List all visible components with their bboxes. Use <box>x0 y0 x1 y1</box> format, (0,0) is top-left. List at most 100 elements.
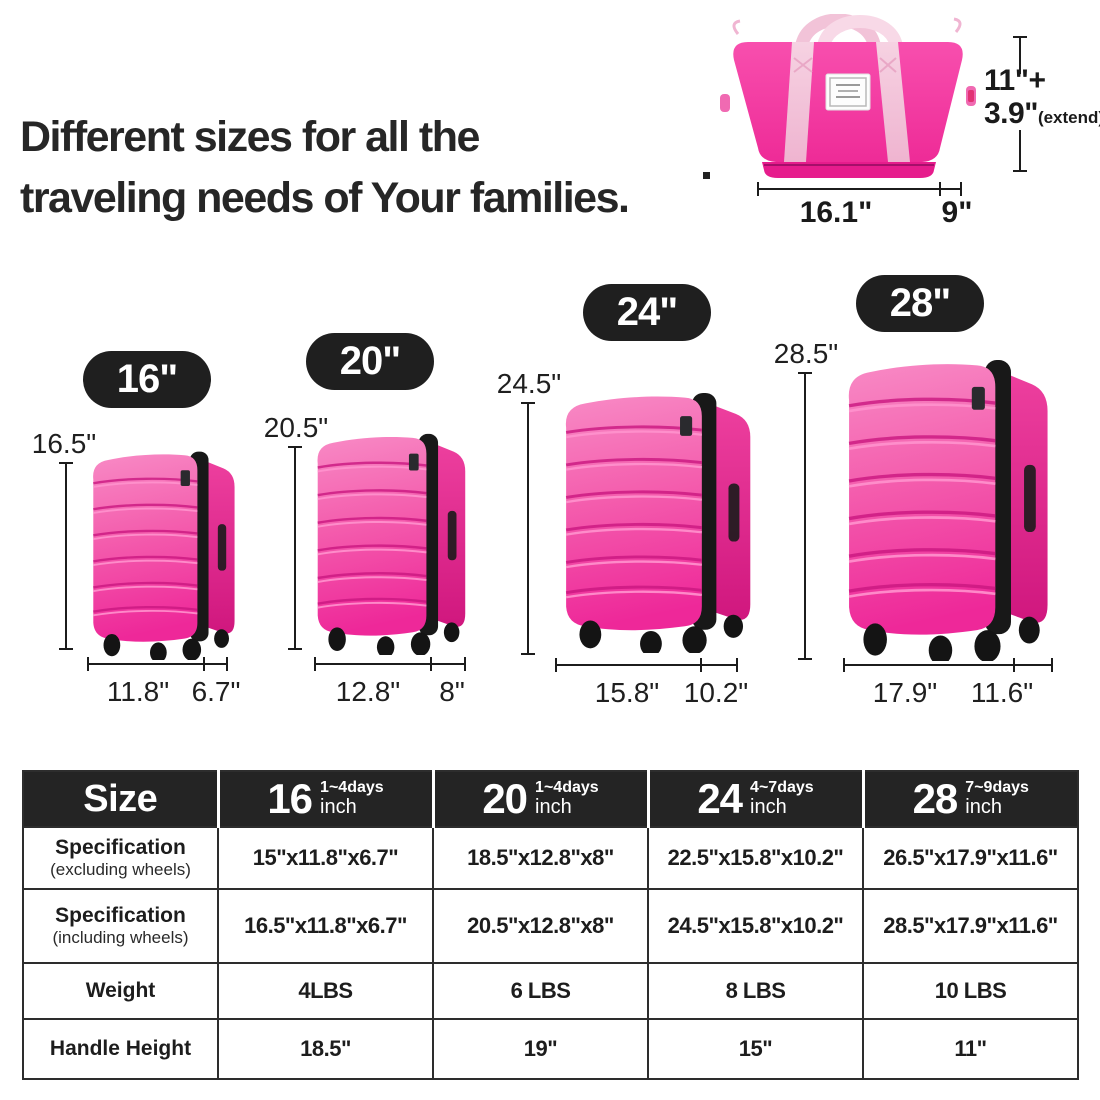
size-badge-20-label: 20" <box>339 339 401 383</box>
table-header-28: 28 7~9days inch <box>861 770 1079 828</box>
row-label-spec-including: Specification (including wheels) <box>22 888 219 964</box>
size-badge-16-label: 16" <box>116 357 178 401</box>
width-dimension-line-16 <box>87 657 228 671</box>
width-dimension-line-28 <box>843 658 1053 672</box>
page-title: Different sizes for all the traveling ne… <box>20 107 760 229</box>
table-header-size: Size <box>22 770 219 828</box>
bag-height-dimension-line-top <box>1013 36 1027 74</box>
cell-spec-including-16: 16.5"x11.8"x6.7" <box>217 888 434 964</box>
size-badge-24: 24" <box>583 284 711 341</box>
width-dimension-line-24 <box>555 658 738 672</box>
cell-weight-20: 6 LBS <box>432 962 649 1020</box>
width-dimension-line-20 <box>314 657 466 671</box>
suitcase-16-image <box>91 450 236 660</box>
size-badge-16: 16" <box>83 351 211 408</box>
height-dimension-line-20 <box>288 446 302 650</box>
size-header-label: Size <box>83 777 158 820</box>
bag-height-label: 11"+ 3.9"(extend) <box>984 64 1100 134</box>
suitcase-28-image <box>847 358 1050 661</box>
duffel-bag-image <box>720 14 976 178</box>
header-16-unit: inch <box>320 795 357 818</box>
spec-table: Size 16 1~4days inch 20 1~4days inch <box>22 770 1079 1080</box>
cell-weight-24: 8 LBS <box>647 962 864 1020</box>
page-title-line1: Different sizes for all the <box>20 112 480 161</box>
header-24-days: 4~7days <box>750 779 814 797</box>
cell-spec-excluding-20: 18.5"x12.8"x8" <box>432 826 649 890</box>
page-title-line2: traveling needs of Your families. <box>20 173 630 222</box>
cell-spec-including-28: 28.5"x17.9"x11.6" <box>862 888 1079 964</box>
depth-label-16: 6.7" <box>191 676 241 707</box>
table-header-24: 24 4~7days inch <box>646 770 864 828</box>
height-label-20: 20.5" <box>263 412 329 443</box>
cell-spec-including-20: 20.5"x12.8"x8" <box>432 888 649 964</box>
header-16-days: 1~4days <box>320 779 384 797</box>
table-row-spec-excluding: Specification (excluding wheels) 15"x11.… <box>22 826 1079 890</box>
spec-excluding-label: Specification <box>55 836 186 860</box>
cell-handle-height-28: 11" <box>862 1018 1079 1080</box>
dimension-tick-16 <box>203 657 205 671</box>
size-badge-28-label: 28" <box>889 281 951 325</box>
cell-spec-including-24: 24.5"x15.8"x10.2" <box>647 888 864 964</box>
table-header-20: 20 1~4days inch <box>431 770 649 828</box>
height-label-16: 16.5" <box>31 428 97 459</box>
bag-extend-value: 3.9" <box>984 97 1038 130</box>
header-28-unit: inch <box>965 795 1002 818</box>
bag-height-value: 11"+ <box>984 64 1046 97</box>
dimension-tick-28 <box>1013 658 1015 672</box>
size-badge-20: 20" <box>306 333 434 390</box>
cell-spec-excluding-16: 15"x11.8"x6.7" <box>217 826 434 890</box>
bag-depth-label: 9" <box>941 196 973 229</box>
cell-handle-height-16: 18.5" <box>217 1018 434 1080</box>
suitcase-20-image <box>316 432 467 655</box>
header-24-inches: 24 <box>697 775 743 822</box>
spec-including-label: Specification <box>55 904 186 928</box>
bag-width-dimension-line <box>757 182 962 196</box>
cell-weight-16: 4LBS <box>217 962 434 1020</box>
width-label-16: 11.8" <box>106 676 170 707</box>
spec-excluding-sublabel: (excluding wheels) <box>50 859 191 879</box>
size-badge-28: 28" <box>856 275 984 332</box>
header-20-days: 1~4days <box>535 779 599 797</box>
height-dimension-line-16 <box>59 462 73 650</box>
spec-including-sublabel: (including wheels) <box>52 927 189 947</box>
row-label-handle-height: Handle Height <box>22 1018 219 1080</box>
table-header-16: 16 1~4days inch <box>216 770 434 828</box>
handle-height-label: Handle Height <box>49 1037 192 1061</box>
table-row-weight: Weight 4LBS 6 LBS 8 LBS 10 LBS <box>22 962 1079 1020</box>
table-row-handle-height: Handle Height 18.5" 19" 15" 11" <box>22 1018 1079 1080</box>
header-20-unit: inch <box>535 795 572 818</box>
width-label-28: 17.9" <box>872 677 938 708</box>
cell-handle-height-24: 15" <box>647 1018 864 1080</box>
height-dimension-line-24 <box>521 402 535 655</box>
depth-label-20: 8" <box>439 676 465 707</box>
bag-dimension-tick <box>939 182 941 196</box>
size-badge-24-label: 24" <box>616 290 678 334</box>
row-label-spec-excluding: Specification (excluding wheels) <box>22 826 219 890</box>
header-20-inches: 20 <box>482 775 528 822</box>
cell-handle-height-20: 19" <box>432 1018 649 1080</box>
header-16-inches: 16 <box>267 775 313 822</box>
bag-width-label: 16.1" <box>799 196 873 229</box>
weight-label: Weight <box>85 979 156 1003</box>
width-label-24: 15.8" <box>594 677 660 708</box>
depth-label-28: 11.6" <box>970 677 1034 708</box>
header-24-unit: inch <box>750 795 787 818</box>
header-28-inches: 28 <box>912 775 959 822</box>
bag-extend-note: (extend) <box>1037 108 1100 127</box>
height-label-24: 24.5" <box>496 368 562 399</box>
dimension-tick-20 <box>430 657 432 671</box>
height-label-28: 28.5" <box>773 338 839 369</box>
suitcase-24-image <box>564 391 752 653</box>
depth-label-24: 10.2" <box>683 677 749 708</box>
bag-height-dimension-line-bottom <box>1013 130 1027 172</box>
dimension-tick-24 <box>700 658 702 672</box>
cell-weight-28: 10 LBS <box>862 962 1079 1020</box>
table-row-spec-including: Specification (including wheels) 16.5"x1… <box>22 888 1079 964</box>
stray-mark <box>703 172 710 179</box>
width-label-20: 12.8" <box>335 676 401 707</box>
height-dimension-line-28 <box>798 372 812 660</box>
cell-spec-excluding-24: 22.5"x15.8"x10.2" <box>647 826 864 890</box>
row-label-weight: Weight <box>22 962 219 1020</box>
header-28-days: 7~9days <box>965 779 1029 797</box>
